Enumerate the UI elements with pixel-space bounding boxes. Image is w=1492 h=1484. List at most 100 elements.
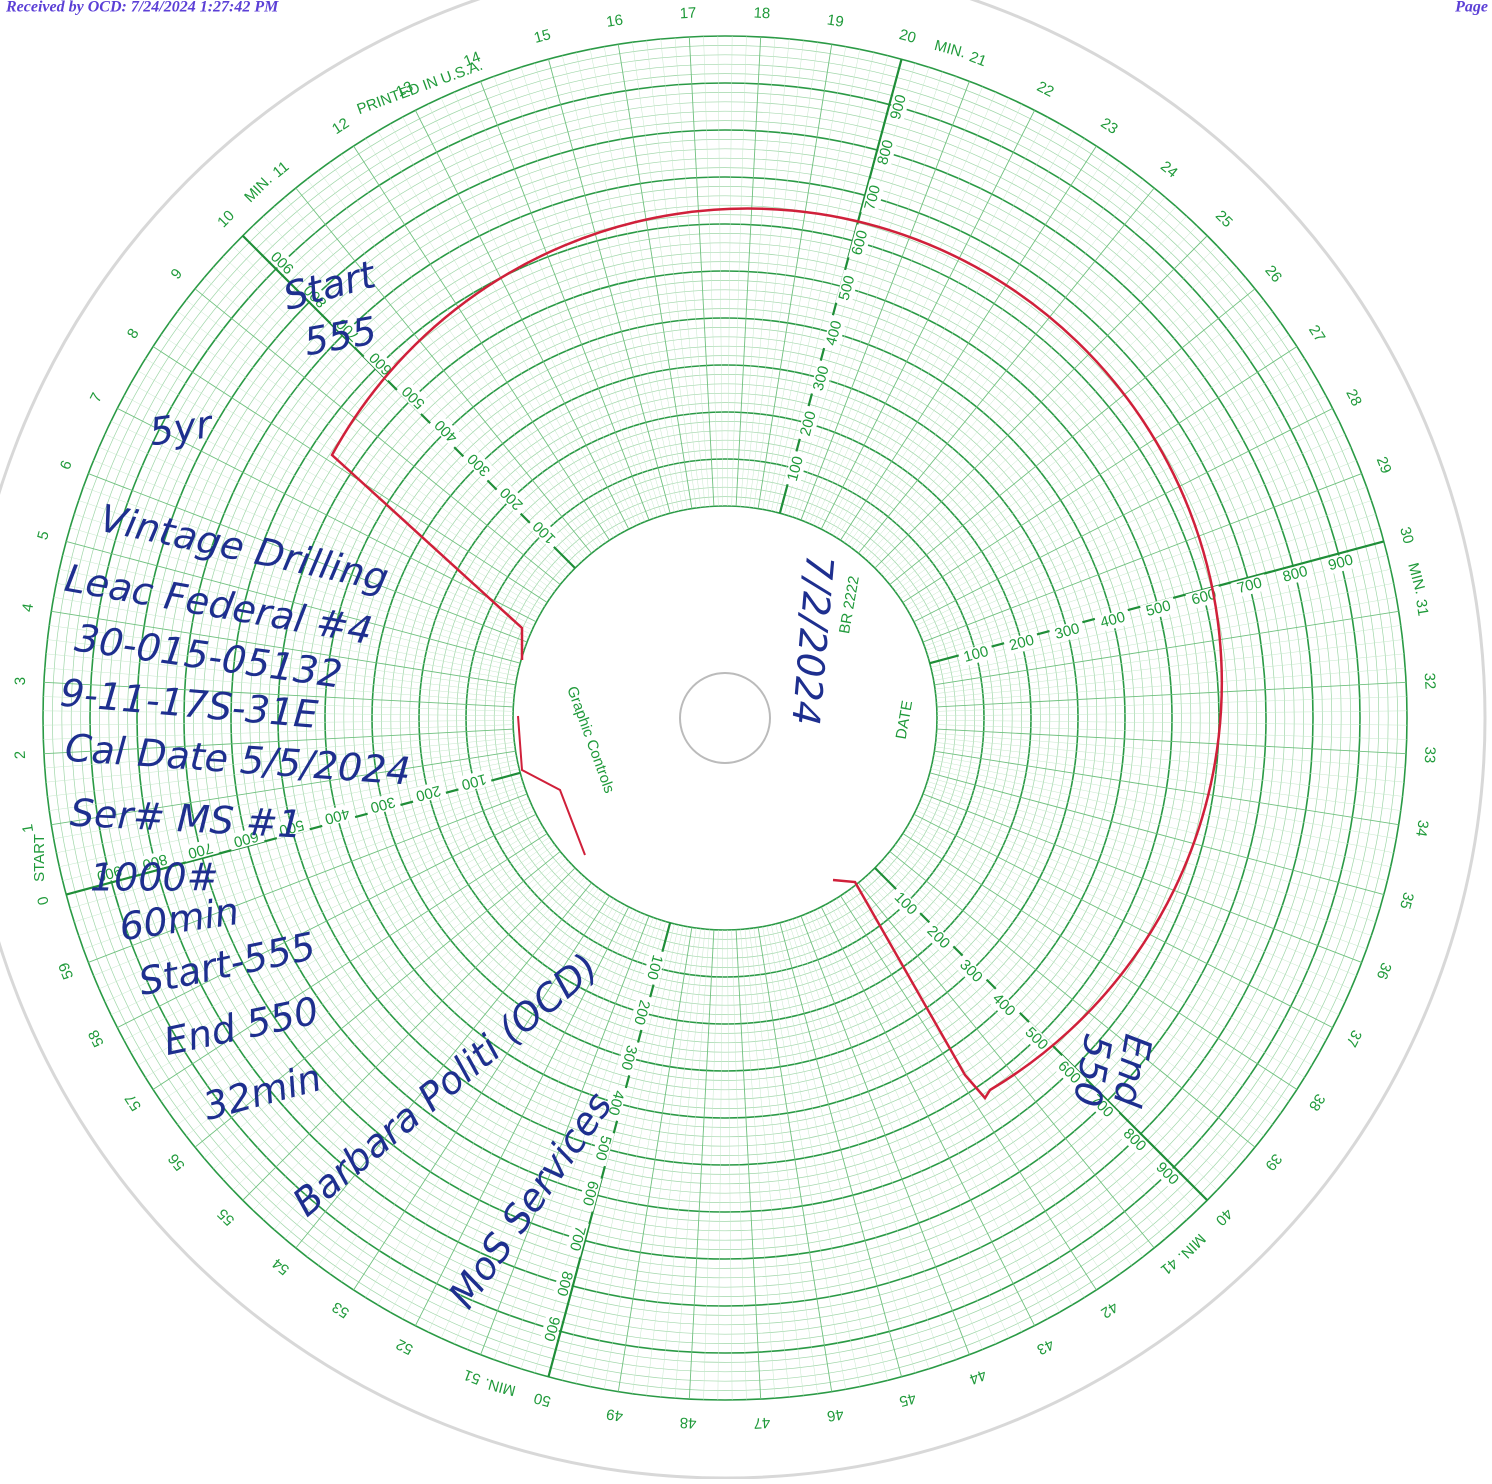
grid-radial (440, 97, 637, 526)
grid-radial (295, 882, 592, 1249)
label-bg (455, 768, 493, 794)
grid-radial (796, 76, 957, 519)
grid-radial (329, 890, 603, 1275)
label-bg (1018, 1021, 1054, 1057)
grid-ring (512, 505, 938, 931)
grid-radial (913, 407, 1333, 623)
grid-radial (427, 908, 633, 1333)
grid-radial (130, 382, 541, 615)
grid-radial (273, 206, 585, 560)
grid-radial (467, 914, 646, 1350)
minute-label: 29 (1373, 454, 1395, 476)
minute-label: 17 (679, 5, 697, 23)
grid-radial (749, 928, 804, 1396)
label-bg (887, 886, 923, 922)
grid-radial (753, 42, 818, 508)
grid-radial (44, 733, 514, 769)
pressure-label: 700 (566, 1224, 589, 1253)
grid-radial (318, 170, 599, 548)
grid-radial (928, 527, 1380, 660)
grid-radial (902, 346, 1298, 603)
grid-radial (453, 912, 642, 1345)
grid-radial (78, 500, 525, 651)
grid-radial (117, 813, 537, 1029)
grid-radial (534, 63, 667, 515)
grid-radial (907, 370, 1313, 611)
grid-radial (788, 920, 930, 1369)
minute-label: 36 (1373, 960, 1395, 982)
grid-ring (230, 223, 1220, 1213)
grid-radial (897, 322, 1282, 596)
grid-radial (703, 36, 719, 507)
grid-ring (117, 110, 1333, 1326)
label-bg (298, 278, 334, 314)
grid-radial (589, 49, 684, 511)
pressure-label: 600 (232, 827, 261, 850)
grid-radial (284, 879, 589, 1240)
grid-ring (371, 364, 1079, 1072)
grid-ring (446, 439, 1004, 997)
grid-ring (221, 214, 1229, 1222)
grid-radial (47, 639, 515, 694)
grid-radial (222, 256, 570, 575)
grid-radial (284, 196, 589, 557)
label-bg (603, 1084, 628, 1122)
pressure-label: 200 (630, 998, 653, 1027)
grid-radial (152, 833, 548, 1090)
minute-label: 24 (1157, 158, 1181, 182)
minute-label: 58 (85, 1027, 108, 1050)
grid-radial (104, 433, 533, 630)
label-bg (1149, 1156, 1185, 1192)
grid-radial (911, 817, 1327, 1041)
grid-radial (792, 918, 943, 1365)
grid-radial (771, 924, 875, 1384)
label-bg (1083, 1088, 1120, 1125)
grid-radial (674, 37, 710, 507)
grid-radial (377, 900, 618, 1306)
grid-radial (117, 407, 537, 623)
grid-ring (136, 129, 1314, 1307)
grid-radial (744, 929, 790, 1397)
grid-radial (674, 929, 710, 1399)
label-bg (136, 849, 174, 874)
grid-ring (428, 421, 1022, 1015)
pressure-label: 300 (1053, 620, 1082, 643)
pressure-label: 900 (1326, 551, 1355, 574)
grid-radial (160, 836, 550, 1102)
grid-ring (493, 486, 957, 950)
grid-radial (44, 667, 514, 703)
grid-radial (353, 145, 610, 541)
pressure-label: 800 (553, 1269, 576, 1298)
label-bg (835, 269, 860, 307)
grid-radial (936, 737, 1404, 783)
grid-radial (62, 555, 520, 668)
grid-radial (717, 929, 724, 1400)
minute-label: 18 (753, 5, 771, 23)
grid-radial (137, 370, 543, 611)
label-bg (873, 134, 899, 171)
grid-ring (193, 186, 1257, 1250)
grid-radial (779, 922, 902, 1377)
label-bg (641, 948, 667, 986)
grid-radial (43, 681, 514, 708)
grid-radial (861, 879, 1166, 1240)
pressure-label: 400 (1099, 609, 1128, 632)
pressure-label: 300 (810, 364, 833, 393)
grid-radial (932, 582, 1394, 677)
minute-label: 59 (55, 960, 77, 982)
minute-label: 52 (393, 1335, 416, 1358)
grid-ring (503, 496, 947, 940)
grid-radial (877, 245, 1218, 572)
grid-radial (731, 36, 747, 507)
grid-radial (843, 153, 1109, 543)
minute-label: 56 (165, 1150, 189, 1174)
grid-radial (796, 917, 957, 1360)
grid-radial (883, 858, 1237, 1170)
grid-radial (70, 527, 522, 660)
grid-radial (203, 277, 564, 582)
label-bg (1051, 1055, 1087, 1091)
grid-radial (53, 755, 517, 840)
grid-radial (306, 178, 596, 551)
grid-radial (688, 36, 715, 507)
